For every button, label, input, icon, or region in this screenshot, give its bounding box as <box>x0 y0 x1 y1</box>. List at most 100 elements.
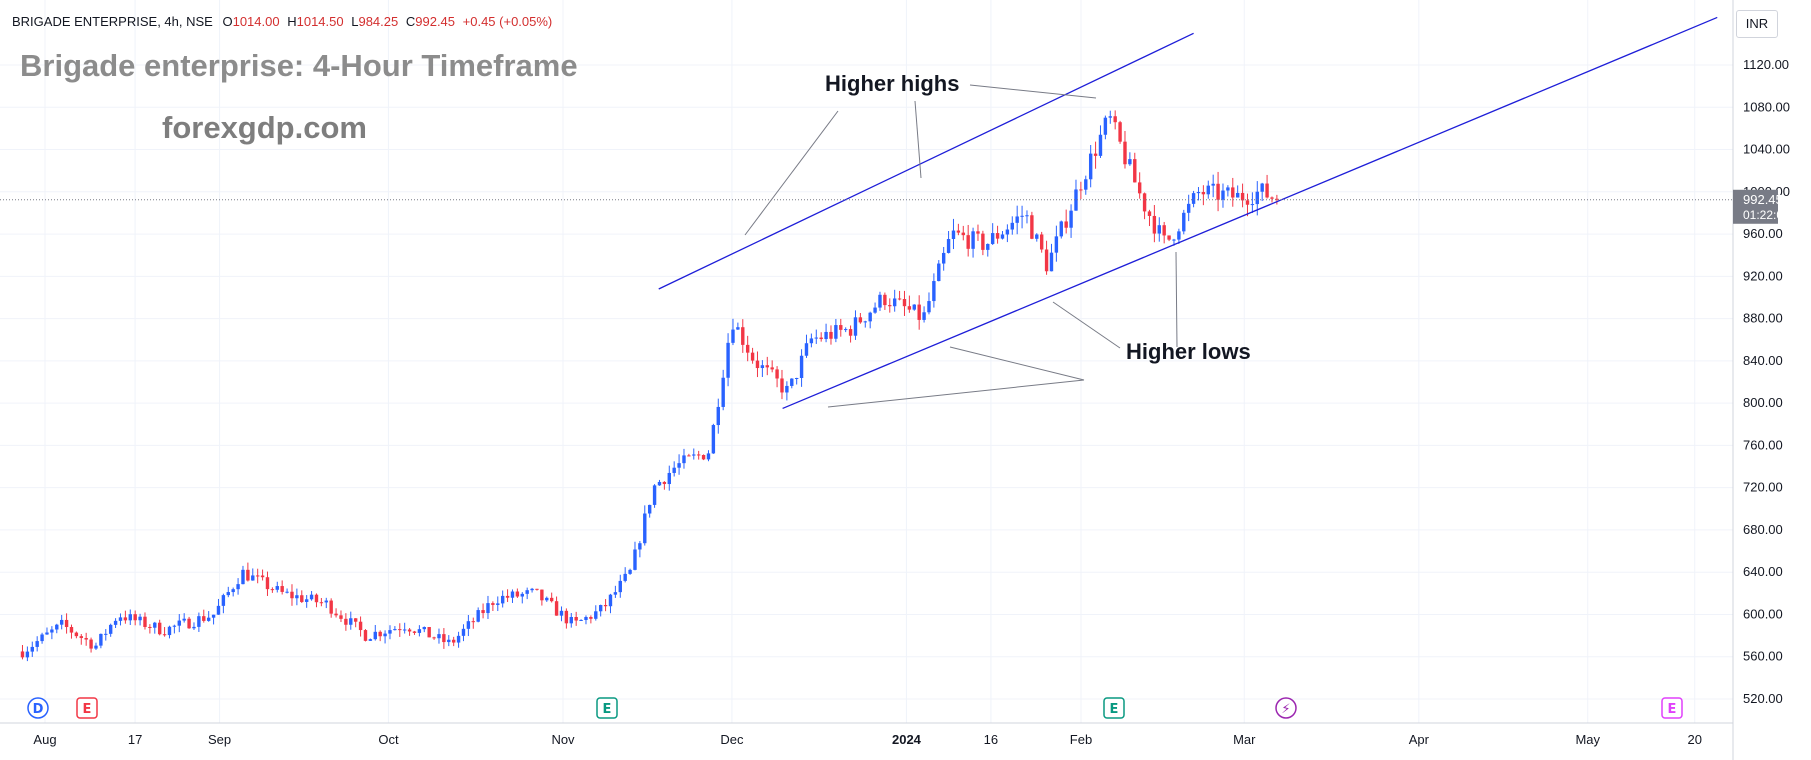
candle <box>373 625 377 641</box>
candle <box>1201 185 1206 206</box>
candle <box>1020 205 1024 229</box>
candle <box>618 574 622 598</box>
close-label: C <box>405 14 416 29</box>
candle <box>84 632 88 646</box>
candle <box>1152 205 1157 243</box>
candle <box>290 584 294 606</box>
candle <box>961 225 965 241</box>
time-tick-label: Feb <box>1070 732 1092 747</box>
earnings-event-icon[interactable]: E <box>76 697 98 719</box>
candle <box>422 626 426 633</box>
time-tick-label: 20 <box>1687 732 1701 747</box>
candle <box>976 224 980 241</box>
price-axis[interactable]: 1120.001080.001040.001000.00960.00920.00… <box>1732 0 1790 760</box>
candle <box>888 298 892 313</box>
candle <box>221 593 226 614</box>
candle <box>897 290 902 301</box>
candle <box>701 454 706 461</box>
price-tick-label: 920.00 <box>1743 268 1783 283</box>
candle <box>799 349 804 387</box>
candle <box>907 295 912 313</box>
candle <box>549 592 554 603</box>
candle <box>922 306 926 323</box>
candle <box>108 623 113 637</box>
candle <box>530 587 534 593</box>
candle <box>172 624 177 634</box>
candle <box>1133 152 1137 183</box>
candle <box>398 623 402 637</box>
candle <box>505 589 510 603</box>
candle <box>383 630 387 644</box>
candle <box>839 318 843 337</box>
dividend-event-icon[interactable]: D <box>27 697 49 719</box>
candle <box>657 479 662 486</box>
time-tick-label: 2024 <box>892 732 922 747</box>
candle <box>304 595 309 608</box>
candle <box>177 614 181 633</box>
candle <box>863 320 867 328</box>
split-event-icon[interactable]: ⚡ <box>1275 697 1297 719</box>
open-value: 1014.00 <box>232 14 280 29</box>
price-tick-label: 840.00 <box>1743 353 1783 368</box>
earnings-event-icon[interactable]: E <box>1661 697 1683 719</box>
price-tick-label: 800.00 <box>1743 395 1783 410</box>
candle <box>40 632 44 644</box>
candle <box>143 612 147 630</box>
candle <box>716 398 720 434</box>
candle <box>25 646 30 662</box>
candle <box>353 618 358 628</box>
candle <box>883 292 887 310</box>
candle <box>246 562 250 582</box>
candle <box>677 454 681 475</box>
grid-lines <box>0 0 1733 723</box>
currency-button[interactable]: INR <box>1736 10 1778 38</box>
candle <box>574 611 578 626</box>
price-tick-label: 960.00 <box>1743 226 1783 241</box>
candle <box>932 273 936 308</box>
time-axis[interactable]: Aug 17 Sep Oct Nov Dec 2024 16 Feb Mar Apr May 20 <box>0 722 1733 747</box>
candle <box>182 613 186 623</box>
candle <box>687 453 691 457</box>
candle <box>1108 110 1112 124</box>
price-tick-label: 560.00 <box>1743 649 1783 664</box>
candle <box>255 568 260 584</box>
candle <box>628 568 632 575</box>
candle <box>643 505 647 546</box>
countdown-label: 01:22:02 <box>1743 208 1790 222</box>
candle <box>295 588 299 606</box>
candle <box>329 598 333 618</box>
candle <box>334 608 338 618</box>
candle <box>1098 125 1103 158</box>
candle <box>824 323 828 343</box>
earnings-event-icon[interactable]: E <box>1103 697 1125 719</box>
candle <box>20 645 25 660</box>
annotation-higher-highs: Higher highs <box>825 71 960 96</box>
candle <box>113 618 118 628</box>
earnings-event-icon[interactable]: E <box>596 697 618 719</box>
candle <box>1113 110 1117 130</box>
candle <box>966 224 970 257</box>
candle <box>912 304 916 311</box>
candle <box>461 624 466 642</box>
candle <box>447 635 451 647</box>
candle <box>358 616 363 637</box>
candle <box>324 597 328 609</box>
candle <box>202 609 206 623</box>
candle <box>94 642 98 650</box>
candle <box>780 369 784 400</box>
price-tick-label: 880.00 <box>1743 311 1783 326</box>
candle <box>706 450 711 462</box>
candle <box>231 587 235 597</box>
candle <box>118 613 123 626</box>
time-tick-label: Dec <box>720 732 744 747</box>
candle <box>1226 185 1230 197</box>
candle <box>153 621 157 634</box>
candle <box>1260 182 1264 202</box>
candle <box>755 351 760 378</box>
channel-lines <box>658 16 1718 410</box>
candle <box>990 223 995 245</box>
candle <box>986 243 990 257</box>
symbol-ohlc-legend: BRIGADE ENTERPRISE, 4h, NSE O1014.00 H10… <box>12 14 552 29</box>
candle <box>1069 204 1073 238</box>
